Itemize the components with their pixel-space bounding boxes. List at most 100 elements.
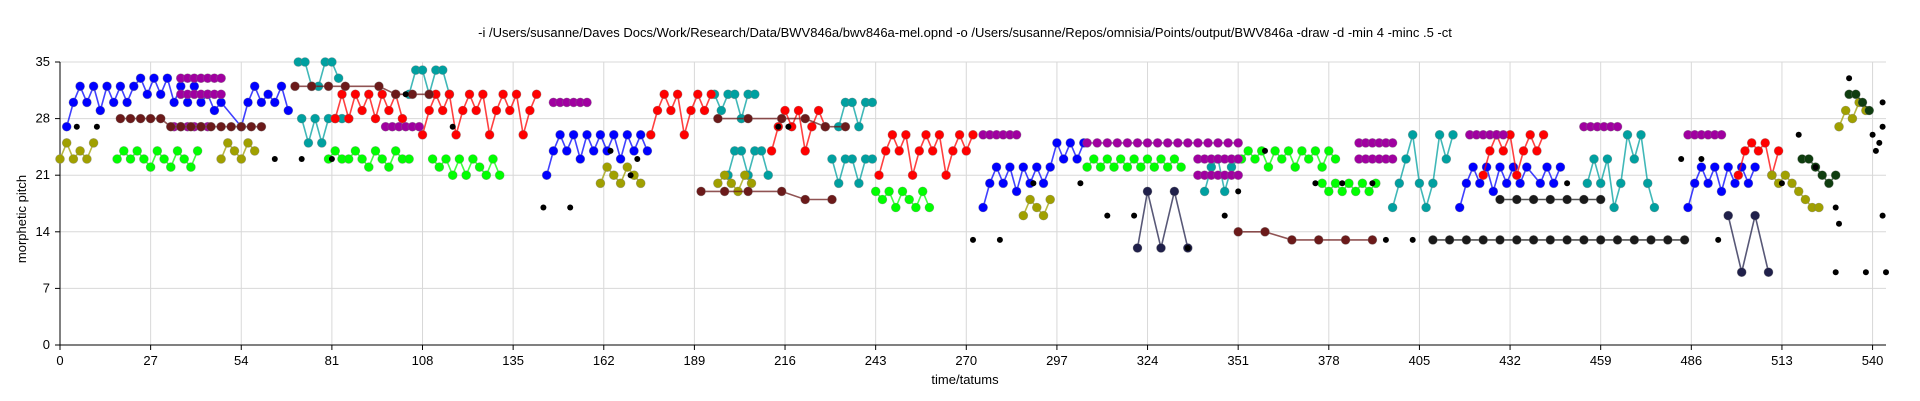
data-point — [568, 130, 579, 140]
data-point — [1136, 162, 1146, 172]
series-line — [1727, 215, 1770, 273]
data-point — [595, 178, 606, 189]
data-point — [696, 186, 706, 197]
data-point — [706, 89, 717, 100]
data-point — [1394, 178, 1405, 189]
data-point — [780, 105, 790, 116]
data-point — [833, 178, 844, 189]
data-point — [1612, 121, 1623, 132]
data-point — [1753, 146, 1764, 156]
data-point — [602, 162, 612, 172]
data-point — [1743, 178, 1754, 189]
series-line — [1238, 231, 1373, 241]
y-tick-label: 21 — [36, 167, 50, 182]
pattern-series — [1317, 178, 1381, 197]
data-point — [88, 81, 99, 92]
data-point — [1800, 194, 1811, 205]
data-point — [991, 162, 1002, 172]
data-point — [1733, 170, 1744, 180]
data-point — [1629, 235, 1640, 245]
y-tick-label: 7 — [43, 280, 50, 295]
pattern-series — [645, 89, 717, 140]
data-point — [1409, 236, 1416, 243]
data-point — [1102, 154, 1113, 164]
x-tick-label: 108 — [412, 353, 434, 368]
data-point — [692, 89, 703, 100]
data-point — [350, 146, 361, 156]
data-point — [629, 146, 639, 156]
data-point — [1595, 235, 1606, 245]
data-point — [1512, 194, 1522, 205]
data-point — [1564, 180, 1571, 187]
series — [55, 57, 1889, 278]
data-point — [370, 113, 381, 124]
data-point — [800, 194, 811, 205]
data-point — [441, 154, 451, 164]
data-point — [162, 73, 173, 83]
data-point — [327, 57, 337, 67]
pattern-series — [176, 89, 226, 100]
data-point — [1478, 235, 1488, 245]
data-point — [1512, 170, 1522, 180]
data-point — [498, 89, 508, 100]
data-point — [1475, 178, 1485, 189]
data-point — [102, 81, 112, 92]
data-point — [847, 154, 858, 164]
data-point — [1206, 162, 1217, 172]
y-tick-label: 35 — [36, 54, 50, 69]
data-point — [582, 130, 592, 140]
data-point — [93, 123, 100, 130]
data-point — [1428, 235, 1438, 245]
data-point — [607, 147, 614, 154]
data-point — [1715, 236, 1722, 243]
data-point — [61, 138, 72, 148]
data-point — [1840, 105, 1851, 116]
data-point — [743, 113, 753, 124]
data-point — [1032, 202, 1042, 213]
data-point — [1876, 139, 1883, 146]
pattern-series — [1082, 154, 1186, 172]
data-point — [1339, 180, 1346, 187]
data-point — [1142, 138, 1153, 148]
data-point — [283, 105, 294, 116]
pattern-series — [61, 73, 294, 132]
data-point — [1011, 130, 1022, 140]
axes — [55, 61, 1886, 350]
data-point — [310, 113, 320, 124]
data-point — [269, 97, 280, 108]
data-point — [1324, 186, 1334, 197]
data-point — [924, 202, 935, 213]
data-point — [216, 121, 226, 132]
data-point — [1330, 154, 1341, 164]
pattern-series — [1354, 154, 1398, 164]
data-point — [1169, 186, 1180, 197]
data-point — [216, 154, 226, 164]
data-point — [561, 146, 572, 156]
pattern-series — [595, 162, 646, 189]
data-point — [1679, 235, 1690, 245]
data-point — [1297, 146, 1307, 156]
data-point — [1407, 130, 1418, 140]
data-point — [1485, 146, 1495, 156]
x-tick-label: 81 — [325, 353, 339, 368]
data-point — [1879, 123, 1886, 130]
data-point — [135, 113, 146, 124]
data-point — [1233, 227, 1243, 237]
data-point — [343, 113, 354, 124]
pattern-series — [1495, 194, 1606, 205]
data-point — [1883, 269, 1889, 276]
x-tick-label: 270 — [955, 353, 977, 368]
data-point — [357, 105, 367, 116]
data-point — [1122, 162, 1133, 172]
pattern-series — [1387, 130, 1458, 213]
data-point — [716, 105, 727, 116]
data-point — [1846, 75, 1853, 82]
data-point — [427, 154, 438, 164]
data-point — [1683, 202, 1693, 213]
data-point — [1025, 194, 1035, 205]
data-point — [1562, 194, 1572, 205]
data-point — [1678, 156, 1685, 162]
data-point — [746, 178, 757, 189]
data-point — [1525, 130, 1535, 140]
data-point — [464, 89, 475, 100]
